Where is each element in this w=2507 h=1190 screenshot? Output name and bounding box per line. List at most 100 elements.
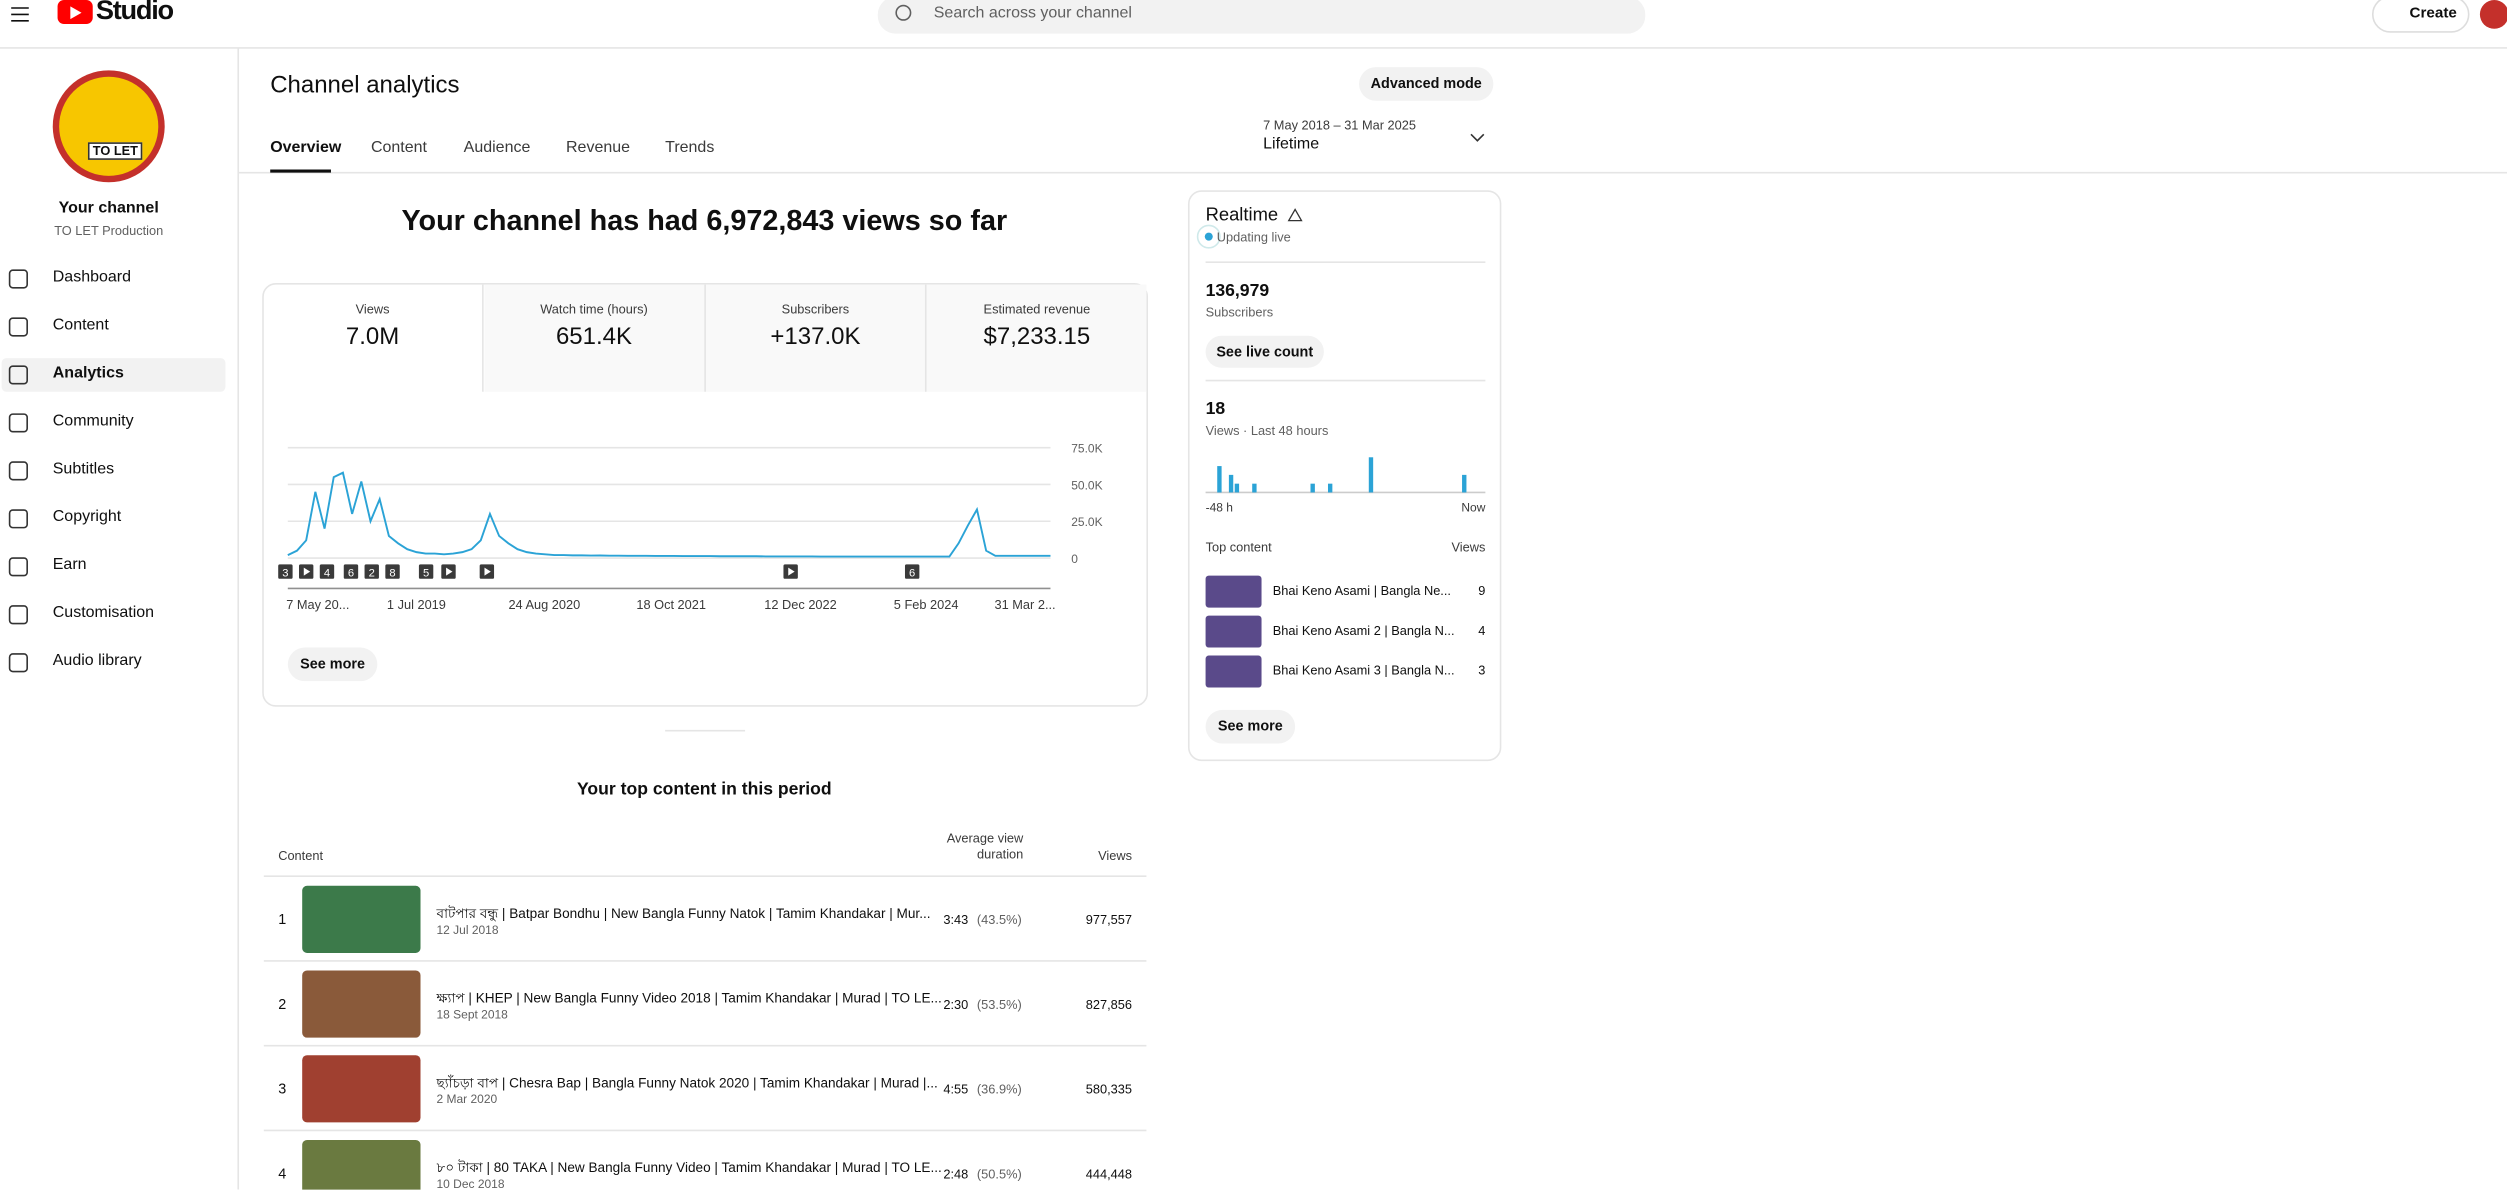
metric-label[interactable]: Views (355, 302, 390, 317)
nav-item[interactable]: Analytics (52, 364, 124, 383)
y-tick-label: 0 (1071, 552, 1078, 566)
tab[interactable]: Trends (665, 139, 715, 157)
bar (1234, 483, 1240, 493)
views: 580,335 (1085, 1082, 1133, 1097)
metric-label[interactable]: Estimated revenue (983, 302, 1091, 317)
nav-item[interactable]: Community (52, 412, 134, 431)
realtime-card (1187, 190, 1502, 762)
realtime-thumbnail[interactable] (1205, 575, 1262, 608)
y-tick-label: 50.0K (1071, 478, 1102, 492)
logo-play (70, 6, 82, 20)
metric-label[interactable]: Watch time (hours) (540, 302, 648, 317)
search-placeholder: Search across your channel (933, 4, 1132, 23)
channel-name: TO LET Production (54, 223, 164, 239)
live-count-button[interactable]: See live count (1205, 335, 1324, 368)
realtime-see-more[interactable]: See more (1205, 709, 1296, 744)
rank: 2 (278, 996, 287, 1013)
bar (1228, 474, 1234, 493)
thumbnail[interactable] (302, 1140, 421, 1190)
tab[interactable]: Audience (463, 139, 531, 157)
video-date: 10 Dec 2018 (436, 1176, 505, 1190)
metric-dividers (482, 284, 927, 392)
timeline-marker (343, 564, 359, 579)
realtime-thumbnail[interactable] (1205, 655, 1262, 688)
thumbnail[interactable] (302, 1055, 421, 1123)
y-tick-label: 25.0K (1071, 515, 1102, 529)
timeline-marker (319, 564, 335, 579)
video-date: 18 Sept 2018 (436, 1007, 508, 1022)
timeline-marker-label: 2 (369, 567, 375, 579)
x-tick-label: 31 Mar 2... (995, 597, 1056, 612)
metric-value[interactable]: $7,233.15 (983, 322, 1091, 351)
nav-item[interactable]: Copyright (52, 508, 122, 527)
timeline-marker (418, 564, 434, 579)
realtime-thumbnail[interactable] (1205, 615, 1262, 648)
realtime-video-views: 4 (1478, 623, 1486, 638)
thumbnail[interactable] (302, 885, 421, 953)
video-title[interactable]: ক্ষ্যাপ | KHEP | New Bangla Funny Video … (436, 989, 942, 1006)
timeline-marker-label: 8 (389, 567, 395, 579)
period[interactable]: Lifetime (1263, 135, 1320, 154)
nav-item[interactable]: Content (52, 316, 109, 335)
channel-title: Your channel (58, 199, 159, 218)
nav-item[interactable]: Customisation (52, 604, 155, 622)
nav-item[interactable]: Subtitles (52, 460, 115, 479)
advanced-button[interactable]: Advanced mode (1359, 67, 1494, 101)
video-title[interactable]: ৮০ টাকা | 80 TAKA | New Bangla Funny Vid… (436, 1159, 942, 1176)
realtime-video-title[interactable]: Bhai Keno Asami | Bangla Ne... (1272, 583, 1451, 598)
views: 827,856 (1085, 997, 1133, 1013)
account-avatar[interactable] (2479, 0, 2507, 29)
nav-icon (8, 653, 28, 673)
metric-label[interactable]: Subscribers (781, 302, 850, 317)
nav-item[interactable]: Earn (52, 556, 87, 575)
rank: 3 (278, 1080, 287, 1097)
avatar-text: TO LET (87, 142, 143, 160)
video-date: 12 Jul 2018 (436, 922, 499, 937)
avg-percent: (50.5%) (976, 1167, 1022, 1182)
column-header: Views (1098, 849, 1133, 864)
column-header: Average view duration (946, 831, 1024, 862)
avg-duration: 2:30 (943, 997, 969, 1013)
thumbnail[interactable] (302, 970, 421, 1038)
realtime-video-title[interactable]: Bhai Keno Asami 3 | Bangla N... (1272, 663, 1455, 678)
avg-percent: (43.5%) (976, 912, 1022, 928)
x-tick-label: 5 Feb 2024 (894, 597, 959, 612)
bar (1252, 483, 1257, 493)
play-icon (303, 567, 311, 576)
create-button[interactable] (2371, 0, 2470, 33)
nav-item[interactable]: Audio library (52, 652, 142, 670)
timeline-marker (364, 564, 379, 579)
timeline-marker (385, 564, 400, 579)
x-tick-label: 1 Jul 2019 (387, 597, 446, 612)
nav-icon (8, 269, 28, 289)
subscriber-count: 136,979 (1205, 281, 1270, 301)
channel-avatar-inner (59, 76, 159, 176)
realtime-video-views: 3 (1478, 663, 1486, 678)
create-label[interactable]: Create (2409, 4, 2457, 23)
timeline-marker-label: 3 (282, 567, 288, 579)
x-tick-label: 18 Oct 2021 (636, 597, 706, 612)
tab[interactable]: Revenue (566, 139, 631, 157)
nav-item[interactable]: Dashboard (52, 268, 131, 287)
tab[interactable]: Content (370, 139, 427, 157)
nav-icon (8, 557, 28, 577)
realtime-video-title[interactable]: Bhai Keno Asami 2 | Bangla N... (1272, 623, 1455, 638)
video-title[interactable]: ছ্যাঁচড়া বাপ | Chesra Bap | Bangla Funn… (436, 1074, 938, 1091)
metric-value[interactable]: +137.0K (770, 322, 861, 351)
see-more-button[interactable]: See more (287, 647, 378, 682)
nav-icon (8, 365, 28, 385)
table-title: Your top content in this period (576, 780, 832, 800)
metric-value[interactable]: 7.0M (345, 322, 400, 351)
tab[interactable]: Overview (270, 139, 342, 157)
nav-icon (8, 509, 28, 529)
live-dot (1204, 232, 1213, 241)
timeline-marker (904, 564, 920, 579)
search-box[interactable] (877, 0, 1646, 34)
avg-percent: (53.5%) (976, 997, 1022, 1013)
realtime-views-label: Views · Last 48 hours (1205, 423, 1329, 439)
metric-value[interactable]: 651.4K (555, 322, 632, 351)
video-title[interactable]: বাটপার বন্ধু | Batpar Bondhu | New Bangl… (436, 904, 931, 921)
play-icon (446, 567, 453, 576)
